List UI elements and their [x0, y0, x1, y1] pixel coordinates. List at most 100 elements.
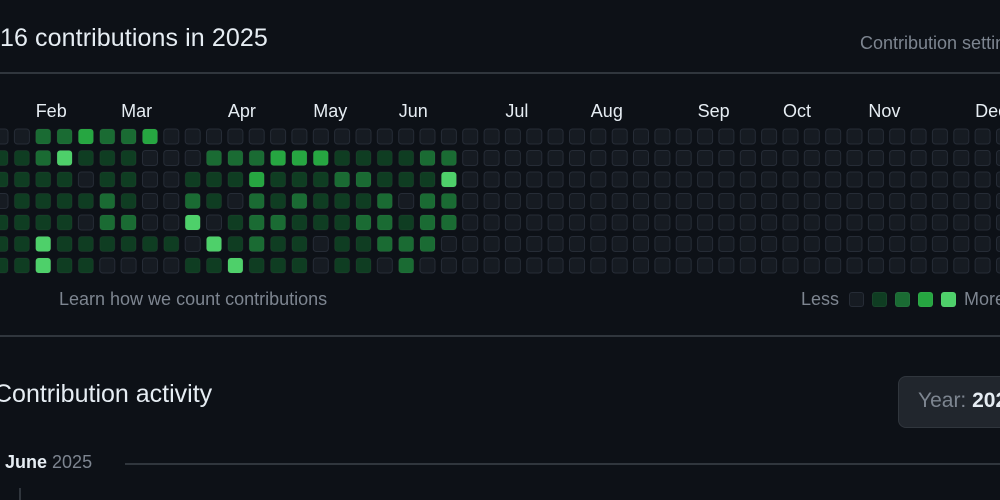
calendar-day-cell[interactable]: [99, 193, 116, 209]
calendar-day-cell[interactable]: [184, 257, 201, 274]
calendar-day-cell[interactable]: [248, 214, 265, 231]
calendar-day-cell[interactable]: [782, 150, 799, 166]
calendar-day-cell[interactable]: [654, 150, 671, 166]
calendar-day-cell[interactable]: [355, 150, 372, 166]
calendar-day-cell[interactable]: [270, 193, 287, 209]
calendar-day-cell[interactable]: [675, 128, 692, 145]
calendar-day-cell[interactable]: [953, 193, 970, 209]
calendar-day-cell[interactable]: [590, 236, 607, 252]
calendar-day-cell[interactable]: [56, 128, 73, 145]
calendar-day-cell[interactable]: [846, 150, 863, 166]
calendar-day-cell[interactable]: [291, 128, 308, 145]
calendar-day-cell[interactable]: [996, 236, 1000, 252]
calendar-day-cell[interactable]: [996, 128, 1000, 145]
calendar-day-cell[interactable]: [334, 128, 351, 145]
calendar-day-cell[interactable]: [142, 150, 158, 166]
calendar-day-cell[interactable]: [782, 257, 799, 274]
calendar-day-cell[interactable]: [13, 171, 30, 188]
calendar-day-cell[interactable]: [227, 236, 244, 252]
calendar-day-cell[interactable]: [35, 236, 52, 252]
calendar-day-cell[interactable]: [654, 171, 671, 188]
calendar-day-cell[interactable]: [99, 236, 116, 252]
calendar-day-cell[interactable]: [867, 128, 884, 145]
calendar-day-cell[interactable]: [846, 236, 863, 252]
calendar-day-cell[interactable]: [483, 193, 500, 209]
calendar-day-cell[interactable]: [291, 193, 308, 209]
calendar-day-cell[interactable]: [761, 236, 778, 252]
calendar-day-cell[interactable]: [569, 128, 585, 145]
calendar-day-cell[interactable]: [611, 171, 628, 188]
calendar-day-cell[interactable]: [803, 150, 820, 166]
calendar-day-cell[interactable]: [227, 128, 244, 145]
calendar-day-cell[interactable]: [227, 214, 244, 231]
calendar-day-cell[interactable]: [0, 214, 9, 231]
calendar-day-cell[interactable]: [675, 193, 692, 209]
calendar-day-cell[interactable]: [163, 214, 180, 231]
calendar-day-cell[interactable]: [590, 150, 607, 166]
calendar-day-cell[interactable]: [440, 214, 457, 231]
calendar-day-cell[interactable]: [526, 128, 543, 145]
calendar-day-cell[interactable]: [910, 193, 927, 209]
calendar-day-cell[interactable]: [718, 257, 735, 274]
calendar-day-cell[interactable]: [270, 236, 287, 252]
calendar-day-cell[interactable]: [590, 128, 607, 145]
calendar-day-cell[interactable]: [248, 193, 265, 209]
calendar-day-cell[interactable]: [931, 128, 948, 145]
calendar-day-cell[interactable]: [547, 150, 564, 166]
calendar-day-cell[interactable]: [761, 214, 778, 231]
calendar-day-cell[interactable]: [483, 150, 500, 166]
calendar-day-cell[interactable]: [0, 193, 9, 209]
calendar-day-cell[interactable]: [56, 257, 73, 274]
calendar-day-cell[interactable]: [0, 257, 9, 274]
calendar-day-cell[interactable]: [761, 150, 778, 166]
calendar-day-cell[interactable]: [355, 236, 372, 252]
calendar-day-cell[interactable]: [334, 257, 351, 274]
calendar-day-cell[interactable]: [56, 171, 73, 188]
calendar-day-cell[interactable]: [974, 257, 991, 274]
calendar-day-cell[interactable]: [398, 193, 415, 209]
calendar-day-cell[interactable]: [270, 214, 287, 231]
calendar-day-cell[interactable]: [739, 193, 756, 209]
calendar-day-cell[interactable]: [291, 150, 308, 166]
calendar-day-cell[interactable]: [718, 128, 735, 145]
calendar-day-cell[interactable]: [675, 150, 692, 166]
calendar-day-cell[interactable]: [547, 257, 564, 274]
calendar-day-cell[interactable]: [611, 150, 628, 166]
calendar-day-cell[interactable]: [355, 193, 372, 209]
calendar-day-cell[interactable]: [931, 214, 948, 231]
calendar-day-cell[interactable]: [889, 257, 906, 274]
calendar-day-cell[interactable]: [248, 257, 265, 274]
calendar-day-cell[interactable]: [974, 171, 991, 188]
calendar-day-cell[interactable]: [206, 150, 222, 166]
calendar-day-cell[interactable]: [697, 193, 714, 209]
calendar-day-cell[interactable]: [398, 236, 415, 252]
calendar-day-cell[interactable]: [120, 171, 137, 188]
calendar-day-cell[interactable]: [462, 257, 479, 274]
calendar-day-cell[interactable]: [803, 236, 820, 252]
calendar-day-cell[interactable]: [163, 193, 180, 209]
calendar-day-cell[interactable]: [974, 193, 991, 209]
calendar-day-cell[interactable]: [846, 128, 863, 145]
calendar-day-cell[interactable]: [440, 128, 457, 145]
calendar-day-cell[interactable]: [312, 214, 329, 231]
calendar-day-cell[interactable]: [206, 128, 222, 145]
calendar-day-cell[interactable]: [654, 193, 671, 209]
calendar-day-cell[interactable]: [867, 236, 884, 252]
calendar-day-cell[interactable]: [270, 257, 287, 274]
calendar-day-cell[interactable]: [35, 257, 52, 274]
calendar-day-cell[interactable]: [910, 236, 927, 252]
calendar-day-cell[interactable]: [334, 193, 351, 209]
calendar-day-cell[interactable]: [163, 128, 180, 145]
calendar-day-cell[interactable]: [803, 128, 820, 145]
calendar-day-cell[interactable]: [142, 214, 158, 231]
calendar-day-cell[interactable]: [675, 171, 692, 188]
calendar-day-cell[interactable]: [569, 193, 585, 209]
calendar-day-cell[interactable]: [782, 171, 799, 188]
calendar-day-cell[interactable]: [953, 171, 970, 188]
calendar-day-cell[interactable]: [675, 214, 692, 231]
calendar-day-cell[interactable]: [120, 150, 137, 166]
calendar-day-cell[interactable]: [590, 171, 607, 188]
calendar-day-cell[interactable]: [526, 214, 543, 231]
learn-how-we-count-link[interactable]: Learn how we count contributions: [59, 289, 328, 309]
calendar-day-cell[interactable]: [953, 236, 970, 252]
